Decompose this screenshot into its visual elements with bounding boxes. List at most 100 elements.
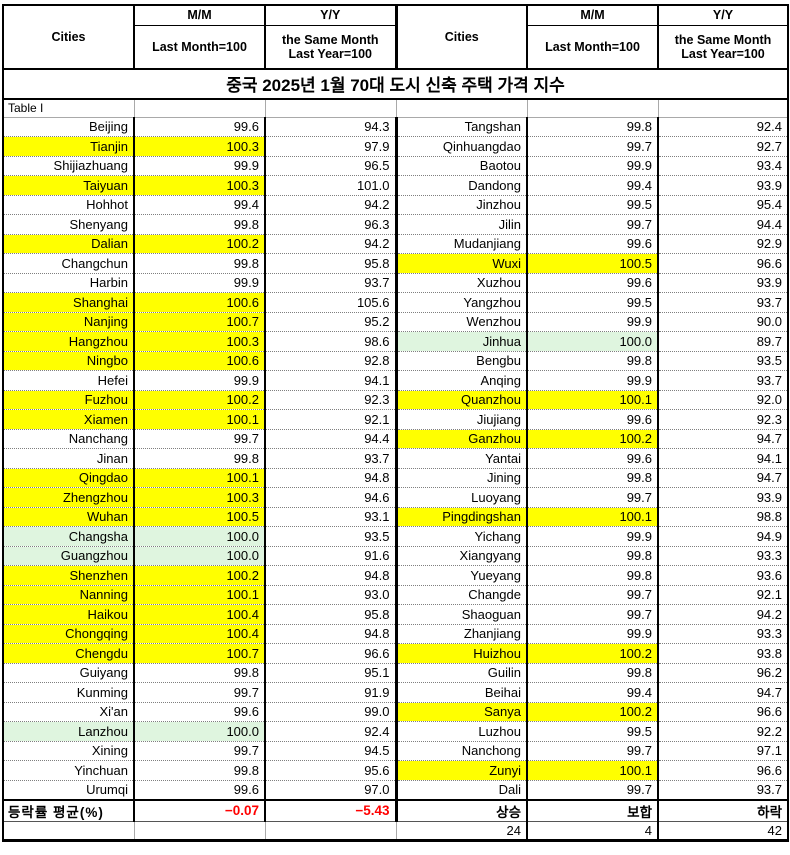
city-cell: Ningbo [2,350,135,371]
mm-value-cell: 99.8 [527,116,659,137]
yy-value-cell: 92.0 [658,389,789,410]
fall-count: 42 [658,821,789,842]
table-row: Beijing 99.6 94.3 Tangshan 99.8 92.4 [2,116,789,137]
table-header: Cities M/M Y/Y Cities M/M Y/Y Last Month… [2,4,789,70]
mm-value-cell: 99.9 [527,155,659,176]
mm-value-cell: 99.9 [527,526,659,547]
city-cell: Guilin [396,662,528,683]
yy-value-cell: 93.7 [658,779,789,800]
city-cell: Xiangyang [396,545,528,566]
empty-cell [133,821,266,842]
table-row: Tianjin 100.3 97.9 Qinhuangdao 99.7 92.7 [2,136,789,157]
yy-value-cell: 92.3 [658,409,789,430]
yy-value-cell: 92.1 [265,409,398,430]
table-row: Nanchang 99.7 94.4 Ganzhou 100.2 94.7 [2,428,789,449]
yy-value-cell: 98.6 [265,331,398,352]
mm-value-cell: 100.0 [134,721,266,742]
city-cell: Taiyuan [2,175,135,196]
mm-value-cell: 99.6 [134,116,266,137]
column-subheader-mm-right: Last Month=100 [527,24,659,70]
yy-value-cell: 92.4 [658,116,789,137]
mm-value-cell: 99.8 [134,662,266,683]
mm-value-cell: 99.6 [527,272,659,293]
yy-value-cell: 94.6 [265,487,398,508]
mm-value-cell: 100.2 [527,643,659,664]
yy-average-value: −5.43 [265,798,398,822]
city-cell: Ganzhou [396,428,528,449]
yy-value-cell: 93.3 [658,623,789,644]
city-cell: Hefei [2,370,135,391]
table-row: Nanning 100.1 93.0 Changde 99.7 92.1 [2,584,789,605]
yy-value-cell: 93.1 [265,506,398,527]
yy-value-cell: 94.2 [265,194,398,215]
empty-cell [2,821,135,842]
mm-value-cell: 99.9 [527,370,659,391]
mm-value-cell: 100.3 [134,175,266,196]
table-row: Changchun 99.8 95.8 Wuxi 100.5 96.6 [2,253,789,274]
empty-cell [657,98,789,118]
empty-cell [264,98,397,118]
mm-value-cell: 99.8 [527,350,659,371]
city-cell: Lanzhou [2,721,135,742]
mm-value-cell: 99.8 [134,253,266,274]
city-cell: Tianjin [2,136,135,157]
yy-value-cell: 95.8 [265,604,398,625]
mm-value-cell: 99.4 [527,682,659,703]
yy-value-cell: 91.6 [265,545,398,566]
mm-value-cell: 100.0 [134,545,266,566]
yy-value-cell: 96.6 [658,760,789,781]
yy-value-cell: 93.9 [658,487,789,508]
table-row: Hangzhou 100.3 98.6 Jinhua 100.0 89.7 [2,331,789,352]
column-subheader-mm-left: Last Month=100 [134,24,266,70]
yy-value-cell: 96.3 [265,214,398,235]
mm-value-cell: 100.7 [134,311,266,332]
city-cell: Yinchuan [2,760,135,781]
mm-value-cell: 100.7 [134,643,266,664]
city-cell: Shanghai [2,292,135,313]
mm-value-cell: 100.2 [134,233,266,254]
city-cell: Luoyang [396,487,528,508]
city-cell: Fuzhou [2,389,135,410]
mm-value-cell: 100.3 [134,487,266,508]
table-label-row: Table I [2,98,789,118]
yy-subheader-line2: Last Year=100 [681,46,765,61]
city-cell: Wenzhou [396,311,528,332]
table-row: Xiamen 100.1 92.1 Jiujiang 99.6 92.3 [2,409,789,430]
city-cell: Anqing [396,370,528,391]
mm-value-cell: 99.6 [527,233,659,254]
yy-value-cell: 95.1 [265,662,398,683]
city-cell: Zhanjiang [396,623,528,644]
flat-label: 보합 [527,798,659,822]
mm-value-cell: 100.4 [134,604,266,625]
mm-value-cell: 99.9 [134,272,266,293]
city-cell: Nanchang [2,428,135,449]
mm-value-cell: 100.1 [134,409,266,430]
city-cell: Hangzhou [2,331,135,352]
yy-value-cell: 93.7 [658,292,789,313]
mm-value-cell: 99.8 [527,565,659,586]
yy-value-cell: 95.6 [265,760,398,781]
table-row: Chongqing 100.4 94.8 Zhanjiang 99.9 93.3 [2,623,789,644]
city-cell: Yangzhou [396,292,528,313]
yy-value-cell: 94.9 [658,526,789,547]
mm-value-cell: 99.7 [134,740,266,761]
table-row: Xining 99.7 94.5 Nanchong 99.7 97.1 [2,740,789,761]
mm-value-cell: 99.9 [134,155,266,176]
empty-cell [133,98,266,118]
yy-value-cell: 101.0 [265,175,398,196]
column-header-yy-left: Y/Y [265,4,398,26]
city-cell: Nanchong [396,740,528,761]
mm-value-cell: 100.1 [527,506,659,527]
yy-value-cell: 97.1 [658,740,789,761]
city-cell: Xiamen [2,409,135,430]
yy-value-cell: 93.5 [658,350,789,371]
mm-value-cell: 99.7 [134,428,266,449]
table-row: Chengdu 100.7 96.6 Huizhou 100.2 93.8 [2,643,789,664]
column-header-cities-left: Cities [2,4,135,70]
yy-value-cell: 94.2 [658,604,789,625]
yy-value-cell: 92.8 [265,350,398,371]
yy-value-cell: 89.7 [658,331,789,352]
table-body: Beijing 99.6 94.3 Tangshan 99.8 92.4 Tianjin 10… [2,116,789,800]
yy-value-cell: 92.1 [658,584,789,605]
